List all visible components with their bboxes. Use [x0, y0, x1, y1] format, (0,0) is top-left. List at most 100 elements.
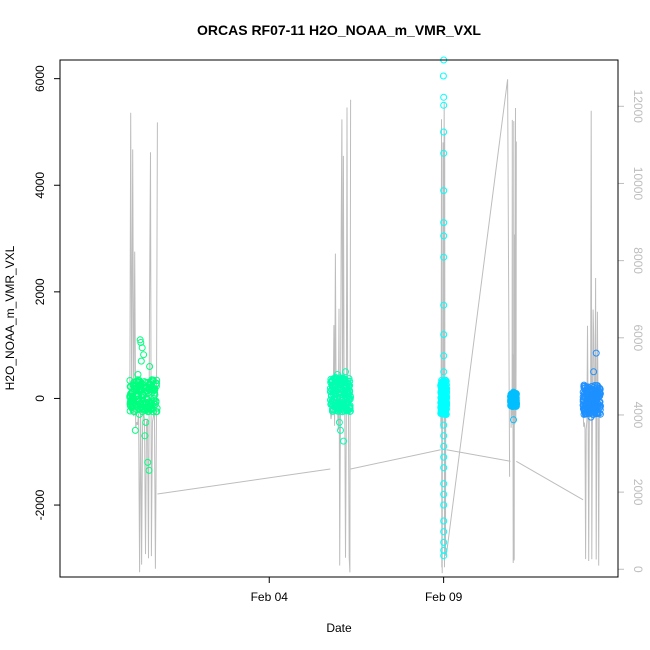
data-point — [130, 379, 138, 386]
data-point — [346, 387, 354, 394]
data-point — [140, 351, 148, 359]
data-point — [582, 405, 590, 413]
data-point — [438, 376, 446, 384]
data-point — [146, 363, 154, 370]
data-point — [579, 393, 587, 401]
data-point — [136, 336, 144, 344]
data-point — [342, 368, 349, 376]
right-axis-connector — [157, 79, 584, 554]
data-point — [440, 464, 448, 472]
data-point — [440, 552, 448, 560]
chart-title: ORCAS RF07-11 H2O_NOAA_m_VMR_VXL — [197, 22, 481, 38]
data-point — [590, 368, 598, 376]
series-rf08 — [326, 368, 354, 445]
data-point — [138, 344, 146, 352]
data-point — [327, 375, 335, 383]
data-point — [151, 389, 159, 397]
data-point — [594, 382, 601, 390]
data-point — [141, 432, 149, 440]
data-point — [582, 400, 589, 408]
data-point — [440, 253, 448, 261]
x-tick-label: Feb 09 — [425, 590, 463, 604]
data-point — [339, 374, 346, 382]
data-point — [440, 453, 448, 461]
y-axis-label: H2O_NOAA_m_VMR_VXL — [3, 245, 17, 390]
data-point — [340, 437, 347, 445]
data-point — [152, 397, 160, 405]
data-point — [585, 410, 593, 418]
data-point — [129, 382, 137, 390]
data-point — [345, 382, 353, 390]
data-point — [440, 93, 448, 101]
axes-layer: -2000 0 2000 4000 6000 0 2000 4000 6000 8000 10000… — [33, 65, 645, 604]
data-point — [327, 392, 335, 400]
data-point — [440, 187, 448, 195]
data-point — [510, 392, 517, 400]
data-point — [594, 402, 602, 410]
data-point — [440, 538, 448, 546]
data-point — [137, 380, 145, 388]
data-point — [335, 418, 343, 426]
y-tick-label: 2000 — [33, 278, 47, 305]
data-point — [440, 528, 448, 536]
data-point — [331, 381, 339, 389]
series-rf07 — [126, 336, 161, 474]
data-point — [440, 232, 448, 240]
right-axis-trace-rf11 — [582, 110, 602, 566]
data-point — [440, 442, 448, 450]
data-point — [440, 219, 448, 227]
data-point — [440, 101, 448, 109]
data-point — [126, 407, 134, 415]
data-point — [139, 391, 147, 399]
y-right-tick-label: 6000 — [631, 324, 645, 351]
data-point — [510, 388, 517, 396]
data-point — [129, 401, 136, 409]
data-point — [153, 376, 161, 384]
data-point — [589, 410, 597, 418]
y-right-tick-label: 4000 — [631, 402, 645, 429]
data-point — [442, 376, 450, 384]
data-point — [439, 383, 447, 391]
data-point — [584, 389, 592, 397]
data-point — [144, 458, 152, 466]
data-point — [585, 384, 593, 392]
data-point — [440, 379, 448, 386]
data-point — [149, 408, 157, 416]
data-point — [135, 410, 143, 418]
data-point — [153, 408, 161, 416]
data-point — [440, 480, 448, 488]
data-point — [345, 375, 353, 383]
y-right-tick-label: 10000 — [631, 167, 645, 201]
y-right-tick-label: 8000 — [631, 247, 645, 274]
data-point — [510, 402, 517, 410]
data-point — [440, 517, 448, 525]
data-points-layer — [126, 56, 604, 560]
data-point — [346, 392, 354, 400]
data-point — [327, 396, 334, 404]
right-axis-series-layer — [129, 79, 602, 574]
data-point — [337, 426, 344, 434]
data-point — [131, 426, 139, 434]
data-point — [592, 349, 600, 357]
series-rf09 — [437, 56, 451, 560]
y-tick-label: 6000 — [33, 65, 47, 92]
data-point — [440, 352, 448, 360]
data-point — [344, 400, 352, 408]
right-axis-trace-rf10 — [510, 107, 517, 564]
data-point — [440, 368, 448, 376]
data-point — [440, 331, 448, 338]
data-point — [333, 371, 341, 378]
x-tick-label: Feb 04 — [251, 590, 289, 604]
data-point — [145, 466, 153, 474]
data-point — [148, 376, 156, 384]
data-point — [329, 405, 337, 413]
x-axis-label: Date — [326, 621, 352, 635]
y-right-tick-label: 0 — [631, 566, 645, 573]
y-tick-label: 4000 — [33, 172, 47, 199]
series-rf11 — [579, 349, 604, 421]
data-point — [137, 357, 145, 365]
data-point — [338, 379, 345, 386]
data-point — [441, 393, 449, 401]
